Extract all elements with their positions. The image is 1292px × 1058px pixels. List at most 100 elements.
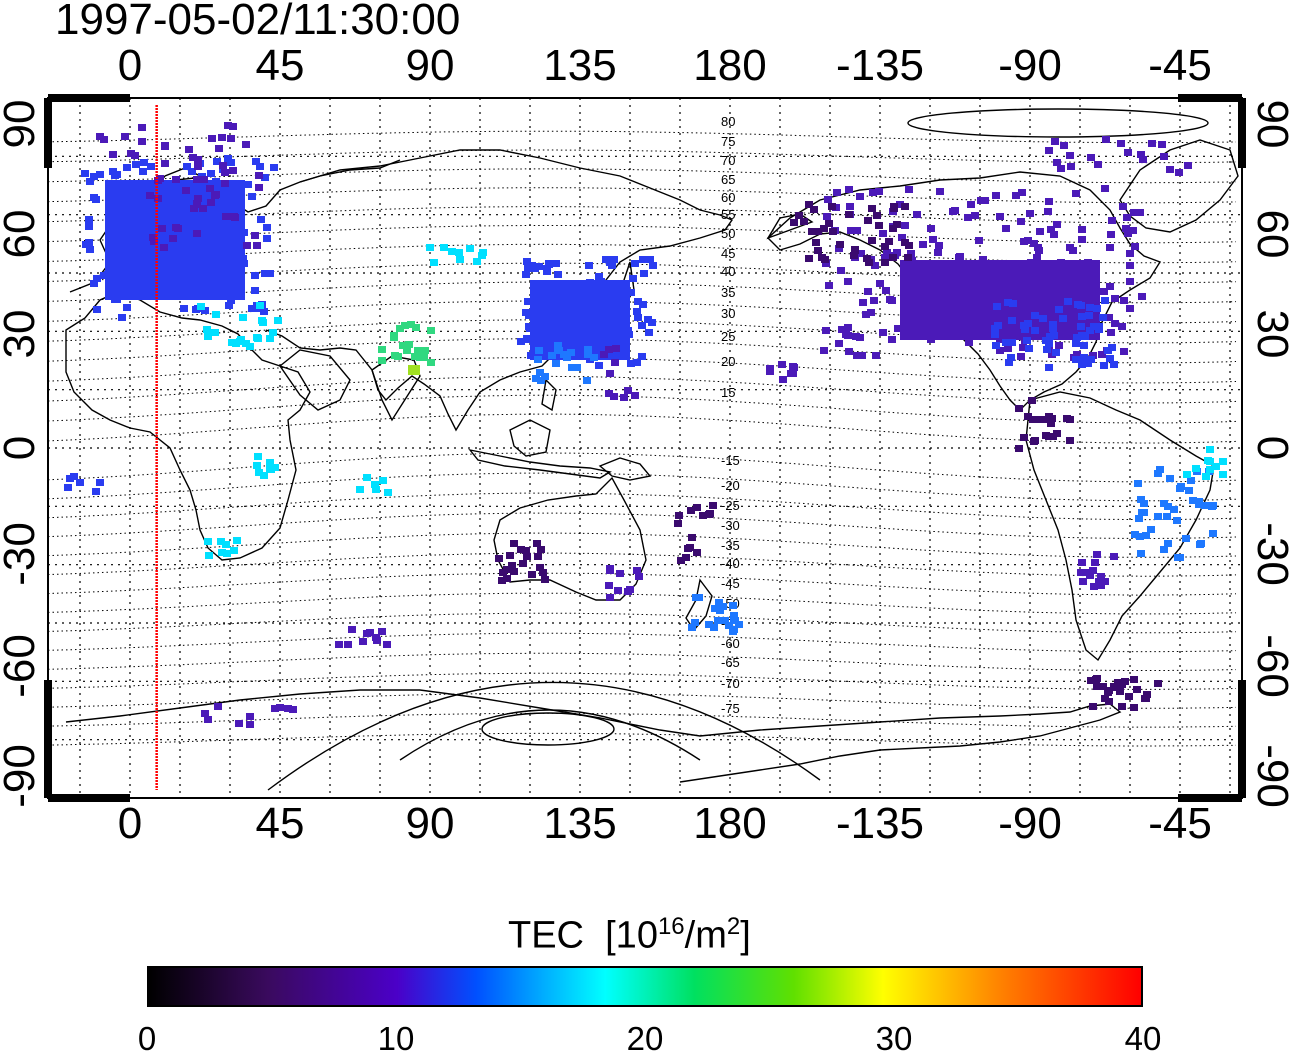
tec-point — [204, 716, 212, 723]
tec-point — [147, 163, 155, 170]
tec-point — [498, 577, 506, 584]
tec-point — [583, 377, 591, 384]
tec-point — [448, 248, 456, 255]
tec-point — [942, 309, 950, 316]
bottom-tick-3: 135 — [543, 799, 617, 848]
tec-point — [554, 271, 562, 278]
tec-point — [1046, 333, 1054, 340]
tec-point — [1033, 254, 1041, 261]
tec-point — [201, 307, 209, 314]
tec-point — [1068, 282, 1076, 289]
tec-point — [710, 624, 718, 631]
tec-point — [1077, 323, 1085, 330]
tec-point — [209, 283, 217, 290]
tec-point — [246, 713, 254, 720]
tec-point — [1078, 313, 1086, 320]
tec-point — [1093, 551, 1101, 558]
tec-point — [1106, 244, 1114, 251]
tec-point — [613, 334, 621, 341]
tec-point — [263, 235, 271, 242]
tec-point — [1052, 268, 1060, 275]
tec-point — [646, 256, 654, 263]
tec-point — [626, 586, 634, 593]
tec-point — [522, 547, 530, 554]
tec-point — [1117, 140, 1125, 147]
tec-point — [766, 368, 774, 375]
tec-point — [1077, 296, 1085, 303]
tec-point — [266, 335, 274, 342]
tec-point — [882, 287, 890, 294]
tec-point — [853, 352, 861, 359]
tec-point — [1067, 163, 1075, 170]
tec-point — [1089, 352, 1097, 359]
tec-point — [645, 329, 653, 336]
tec-point — [1101, 297, 1109, 304]
tec-point — [1130, 704, 1138, 711]
tec-point — [988, 307, 996, 314]
tec-point — [992, 342, 1000, 349]
contour-line — [47, 413, 1237, 444]
tec-point — [644, 316, 652, 323]
tec-point — [705, 511, 713, 518]
tec-point — [174, 192, 182, 199]
contour-line — [47, 732, 1237, 747]
tec-point — [537, 377, 545, 384]
right-tick-6: -90 — [1248, 744, 1292, 808]
tec-point — [1107, 329, 1115, 336]
tec-point — [1002, 265, 1010, 272]
tec-point — [1058, 284, 1066, 291]
tec-point — [1072, 340, 1080, 347]
tec-point — [965, 339, 973, 346]
tec-point — [239, 255, 247, 262]
tec-point — [814, 228, 822, 235]
tec-point — [1002, 339, 1010, 346]
tec-point — [156, 215, 164, 222]
tec-point — [731, 617, 739, 624]
tec-point — [1147, 526, 1155, 533]
tec-point — [1110, 683, 1118, 690]
tec-point — [232, 340, 240, 347]
tec-point — [1078, 236, 1086, 243]
tec-point — [634, 298, 642, 305]
tec-point — [1059, 315, 1067, 322]
tec-point — [907, 313, 915, 320]
coastline-borneo — [509, 419, 551, 457]
contour-line — [47, 532, 1237, 558]
tec-point — [427, 359, 435, 366]
tec-point — [879, 230, 887, 237]
tec-point — [160, 244, 168, 251]
tec-point — [243, 242, 251, 249]
tec-point — [149, 289, 157, 296]
tec-point — [584, 351, 592, 358]
right-tick-1: 60 — [1248, 209, 1292, 259]
tec-point — [536, 369, 544, 376]
tec-point — [907, 250, 915, 257]
tec-point — [146, 192, 154, 199]
tec-point — [226, 264, 234, 271]
tec-point — [1064, 298, 1072, 305]
tec-point — [568, 364, 576, 371]
tec-point — [543, 268, 551, 275]
tec-point — [255, 184, 263, 191]
tec-point — [638, 322, 646, 329]
tec-point — [1031, 312, 1039, 319]
tec-point — [1099, 683, 1107, 690]
coastline-arabia — [279, 349, 351, 411]
tec-point — [114, 222, 122, 229]
tec-point — [284, 705, 292, 712]
frame-tick-marks — [44, 94, 1246, 802]
tec-point — [156, 175, 164, 182]
tec-point — [979, 256, 987, 263]
tec-point — [1073, 334, 1081, 341]
tec-point — [522, 271, 530, 278]
tec-point — [1219, 458, 1227, 465]
tec-point — [822, 260, 830, 267]
tec-point — [635, 573, 643, 580]
tec-point — [595, 273, 603, 280]
tec-point — [344, 641, 352, 648]
tec-point — [525, 312, 533, 319]
tec-point — [207, 170, 215, 177]
tec-point — [905, 186, 913, 193]
tec-point — [824, 196, 832, 203]
tec-point — [127, 195, 135, 202]
